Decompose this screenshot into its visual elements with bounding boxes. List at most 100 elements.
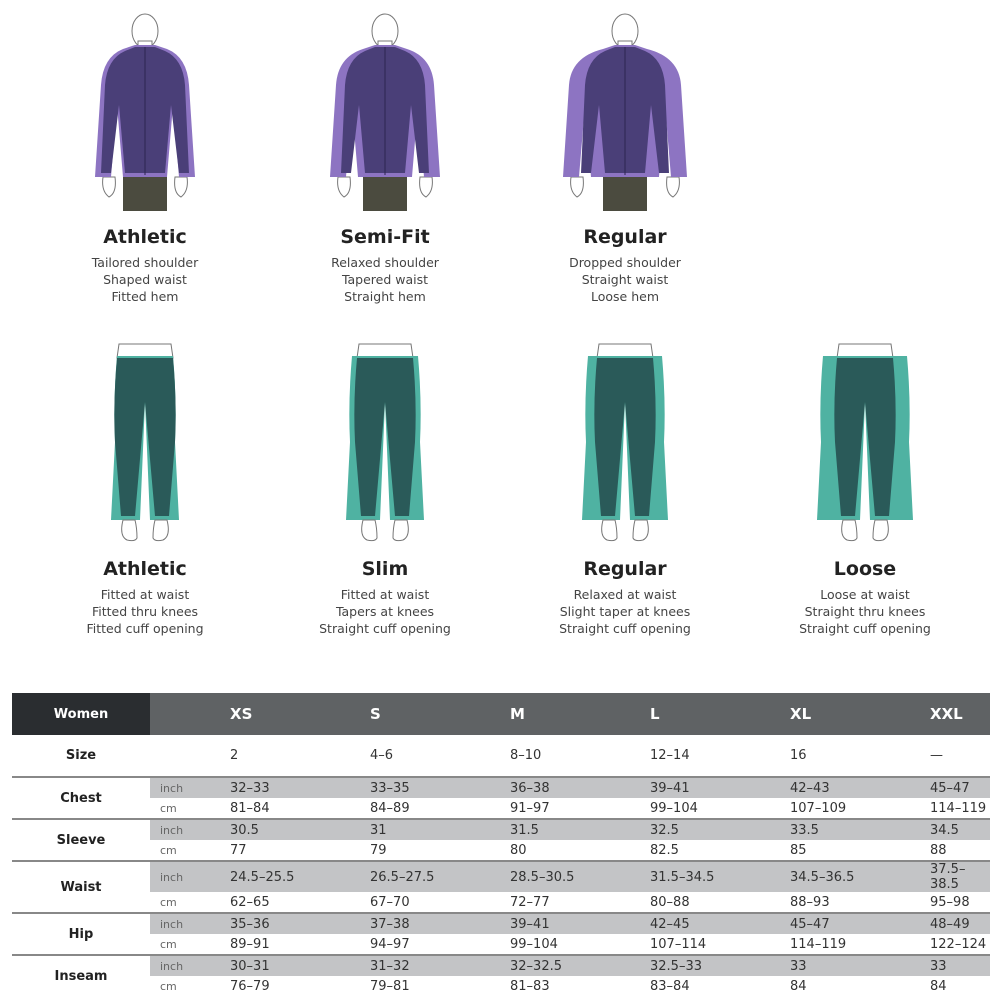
unit-label: inch xyxy=(150,912,230,934)
fit-description: Slight taper at knees xyxy=(559,604,691,619)
fit-description: Loose hem xyxy=(590,289,659,304)
bottom-fit-0: Athletic Fitted at waist Fitted thru knees… xyxy=(25,342,265,637)
bottom-fit-3: Loose Loose at waist Straight thru knees St… xyxy=(745,342,985,637)
cell: 32.5–33 xyxy=(650,954,790,976)
row-label: Size xyxy=(12,735,150,777)
unit-label: cm xyxy=(160,980,177,993)
table-row: Waist inch 24.5–25.5 26.5–27.5 28.5–30.5 31.5… xyxy=(12,860,990,913)
cell: 33 xyxy=(790,954,930,976)
table-row: cm 62–65 67–70 72–77 80–88 88–93 95–98 xyxy=(12,892,990,913)
fit-name: Slim xyxy=(361,558,409,580)
cell: 8–10 xyxy=(510,735,650,777)
size-chart: Women XS S M L XL XXL Size 2 4–6 8–10 12–14 16— Che… xyxy=(12,693,990,997)
cell: 36–38 xyxy=(510,776,650,798)
fit-description: Straight cuff opening xyxy=(319,621,451,636)
fit-description: Relaxed at waist xyxy=(573,587,677,602)
fit-description: Fitted at waist xyxy=(100,587,190,602)
table-row: Chest inch 32–33 33–35 36–38 39–41 42–43 45–47 xyxy=(12,776,990,819)
cell: 33 xyxy=(930,954,990,976)
table-row: cm 81–84 84–89 91–97 99–104 107–109 114–119 xyxy=(12,798,990,819)
table-row: Inseam inch 30–31 31–32 32–32.5 32.5–33 33 33 xyxy=(12,954,990,997)
cell: 35–36 xyxy=(230,912,370,934)
row-label: Inseam xyxy=(12,954,150,997)
size-col-L: L xyxy=(650,693,790,735)
cell: 31.5 xyxy=(510,818,650,840)
row-label: Hip xyxy=(12,912,150,955)
size-col-XXL: XXL xyxy=(930,693,990,735)
unit-label: cm xyxy=(160,937,177,951)
cell: 84 xyxy=(930,979,947,994)
fit-name: Loose xyxy=(833,558,897,580)
table-row: cm 76–79 79–81 81–83 83–84 84 84 xyxy=(12,976,990,997)
pants-illustration xyxy=(111,343,179,542)
cell: 107–114 xyxy=(650,936,707,952)
table-row: cm 77 79 80 82.5 85 88 xyxy=(12,840,990,861)
fit-description: Tapers at knees xyxy=(335,604,435,619)
jacket-illustration xyxy=(563,13,687,211)
cell: 77 xyxy=(230,842,247,858)
fit-description: Tailored shoulder xyxy=(91,255,199,270)
cell: 39–41 xyxy=(650,776,790,798)
fit-description: Straight cuff opening xyxy=(559,621,691,636)
fit-description: Fitted thru knees xyxy=(91,604,199,619)
cell: 81–83 xyxy=(510,979,550,994)
pants-illustration xyxy=(817,343,913,542)
size-col-XL: XL xyxy=(790,693,930,735)
size-col-M: M xyxy=(510,693,650,735)
cell: 99–104 xyxy=(510,936,558,952)
unit-label: inch xyxy=(150,776,230,798)
table-row: cm 89–91 94–97 99–104 107–114 114–119 122–124 xyxy=(12,934,990,955)
pants-illustration xyxy=(346,343,424,542)
unit-label: inch xyxy=(150,860,230,892)
bottom-fit-2: Regular Relaxed at waist Slight taper at k… xyxy=(505,342,745,637)
cell: 33–35 xyxy=(370,776,510,798)
pants-illustration xyxy=(582,343,668,542)
cell: 37–38 xyxy=(370,912,510,934)
cell: 88 xyxy=(930,842,947,858)
unit-label: cm xyxy=(160,801,177,815)
fit-description: Fitted hem xyxy=(111,289,179,304)
row-label: Sleeve xyxy=(12,818,150,861)
fit-description: Fitted at waist xyxy=(340,587,430,602)
cell: 37.5–38.5 xyxy=(930,860,990,892)
unit-label: inch xyxy=(150,954,230,976)
cell: 85 xyxy=(790,842,807,858)
cell: 45–47 xyxy=(930,776,990,798)
cell: 4–6 xyxy=(370,735,510,777)
size-header-row: Women XS S M L XL XXL xyxy=(12,693,990,735)
cell: 34.5–36.5 xyxy=(790,860,930,892)
cell: 99–104 xyxy=(650,800,698,816)
cell: 88–93 xyxy=(790,894,830,910)
cell: 16 xyxy=(790,735,930,777)
cell: 94–97 xyxy=(370,936,410,952)
cell: 89–91 xyxy=(230,936,270,952)
size-col-XS: XS xyxy=(230,693,370,735)
fit-description: Straight cuff opening xyxy=(799,621,931,636)
cell: 95–98 xyxy=(930,894,970,910)
cell: 28.5–30.5 xyxy=(510,860,650,892)
fit-description: Shaped waist xyxy=(103,272,187,287)
cell: 31 xyxy=(370,818,510,840)
cell: 79 xyxy=(370,842,387,858)
cell: 79–81 xyxy=(370,979,410,994)
cell: 30.5 xyxy=(230,818,370,840)
cell: 80–88 xyxy=(650,894,690,910)
cell: 31–32 xyxy=(370,954,510,976)
cell: 83–84 xyxy=(650,979,690,994)
table-row: Hip inch 35–36 37–38 39–41 42–45 45–47 48–49 xyxy=(12,912,990,955)
unit-label: cm xyxy=(160,843,177,857)
cell: 24.5–25.5 xyxy=(230,860,370,892)
fit-name: Regular xyxy=(583,226,667,248)
cell: 72–77 xyxy=(510,894,550,910)
row-label: Waist xyxy=(12,860,150,913)
cell: 2 xyxy=(230,735,370,777)
cell: 32.5 xyxy=(650,818,790,840)
size-col-S: S xyxy=(370,693,510,735)
fit-description: Dropped shoulder xyxy=(569,255,681,270)
cell: 42–45 xyxy=(650,912,790,934)
fit-name: Regular xyxy=(583,558,667,580)
fit-description: Straight waist xyxy=(581,272,669,287)
cell: 80 xyxy=(510,842,527,858)
cell: 81–84 xyxy=(230,800,270,816)
fit-description: Fitted cuff opening xyxy=(86,621,204,636)
